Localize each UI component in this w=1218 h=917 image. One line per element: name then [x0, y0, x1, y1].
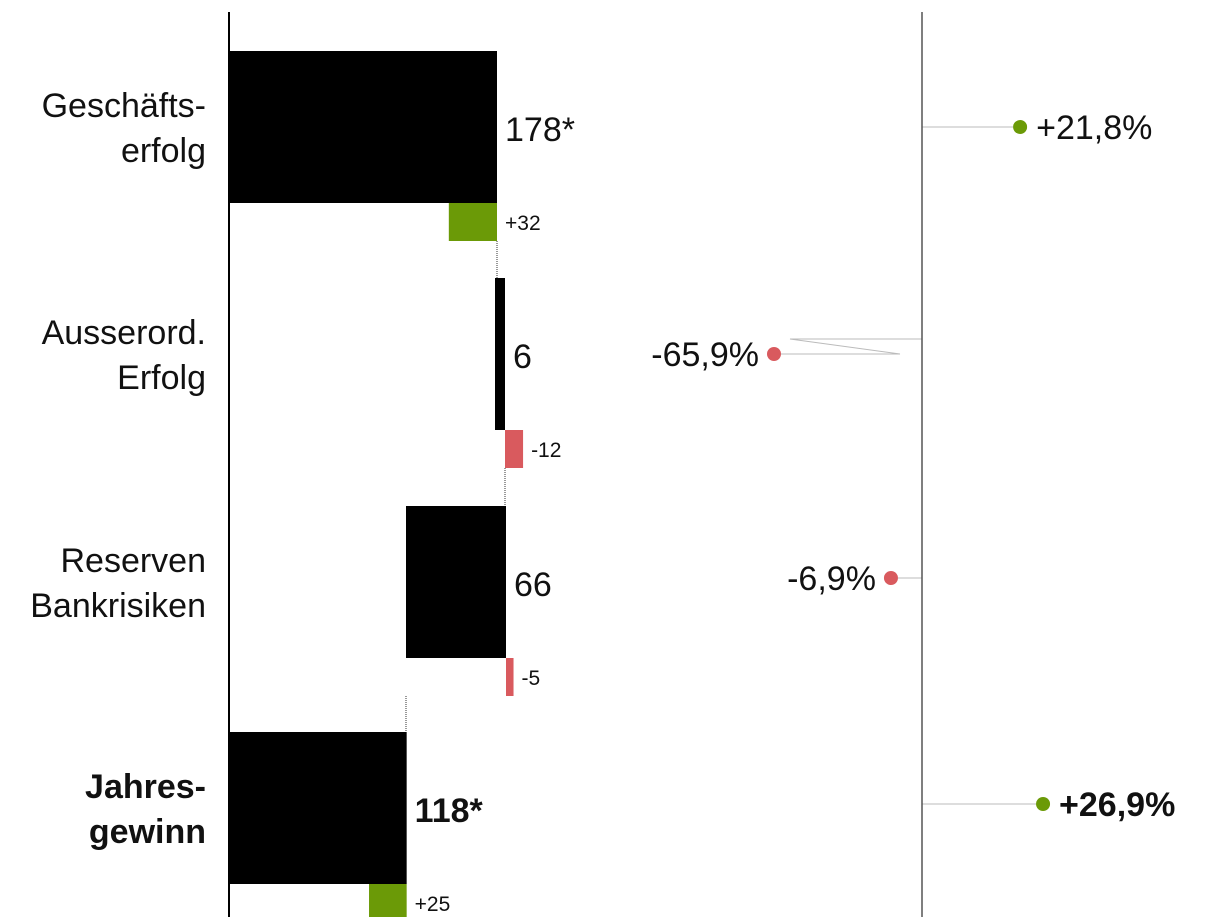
- category-label-line: Jahres-: [85, 768, 206, 806]
- value-bar: [495, 278, 505, 430]
- delta-label: +25: [415, 893, 451, 916]
- value-bar: [406, 506, 506, 658]
- delta-bar: [369, 884, 407, 917]
- pct-label: +21,8%: [1036, 109, 1152, 147]
- category-label-line: Bankrisiken: [30, 587, 206, 625]
- delta-bar: [448, 203, 497, 241]
- pct-label: -65,9%: [651, 336, 759, 374]
- pct-label: +26,9%: [1059, 786, 1175, 824]
- category-label-line: Reserven: [60, 542, 206, 580]
- value-bar: [229, 51, 497, 203]
- category-label-line: erfolg: [121, 132, 206, 170]
- category-label-line: gewinn: [89, 813, 206, 851]
- value-label: 118*: [415, 792, 484, 830]
- delta-label: -12: [531, 439, 561, 462]
- value-label: 66: [514, 566, 552, 604]
- pct-dot: [883, 571, 898, 585]
- category-label: Jahres-gewinn: [85, 768, 206, 851]
- percent-change-layer: +21,8% -65,9% -6,9% +26,9%: [651, 109, 1175, 824]
- pct-dot: [1036, 797, 1051, 811]
- pct-dot: [767, 347, 781, 361]
- delta-label: +32: [505, 212, 541, 235]
- value-bar: [229, 732, 407, 884]
- pct-dot: [1013, 120, 1028, 134]
- pct-label: -6,9%: [787, 560, 876, 598]
- category-label-line: Geschäfts-: [42, 87, 206, 125]
- delta-bar: [505, 430, 524, 468]
- value-label: 6: [513, 338, 532, 376]
- bars-layer: Geschäfts-erfolg 178* +32 Ausserord. Erfolg 6…: [30, 51, 575, 917]
- category-label-line: Erfolg: [117, 359, 206, 397]
- pct-break-connector: [774, 338, 922, 355]
- category-label-line: Ausserord.: [42, 314, 206, 352]
- category-label: Reserven Bankrisiken: [30, 542, 206, 625]
- category-label: Geschäfts-erfolg: [42, 87, 206, 170]
- delta-label: -5: [522, 667, 541, 690]
- delta-bar: [506, 658, 514, 696]
- value-label: 178*: [505, 111, 575, 149]
- category-label: Ausserord. Erfolg: [42, 314, 206, 397]
